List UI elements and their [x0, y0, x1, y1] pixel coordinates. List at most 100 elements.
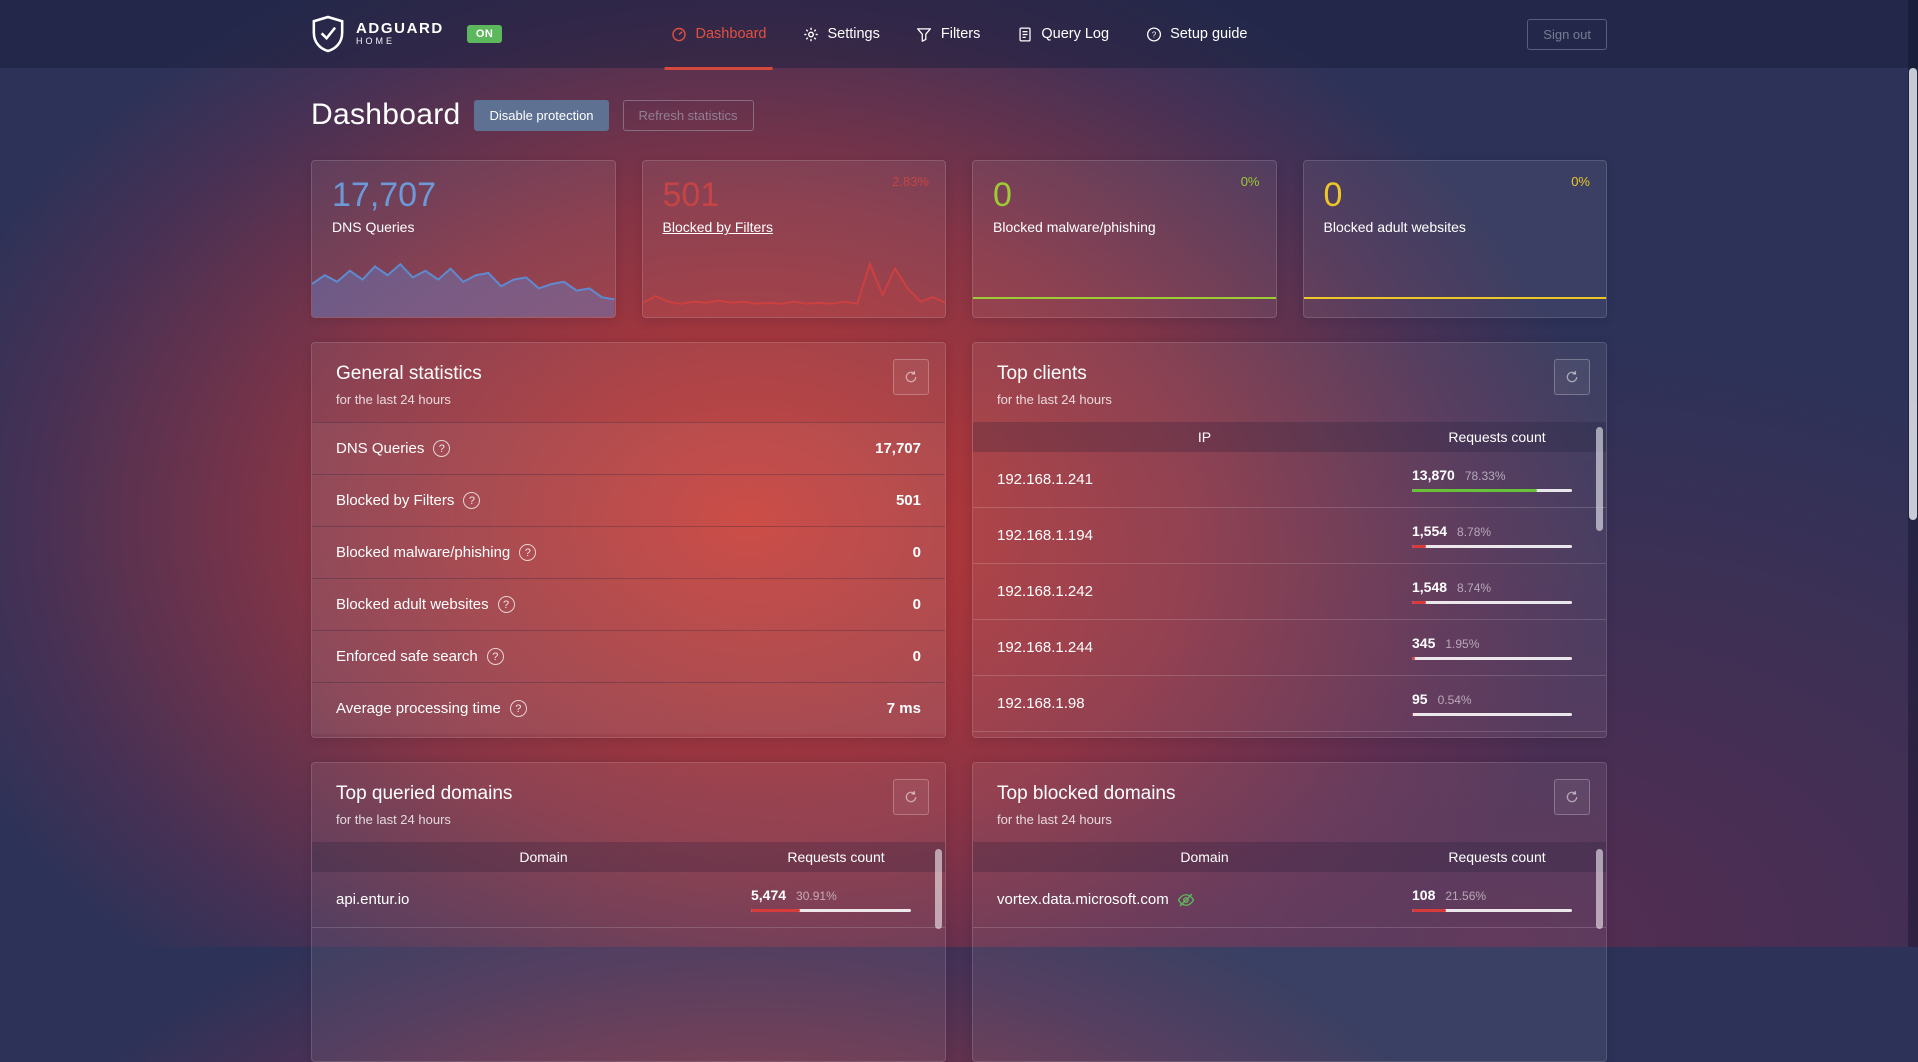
nav-query-log-label: Query Log: [1041, 26, 1110, 42]
domain-count: 5,474: [751, 887, 787, 903]
top-clients-title: Top clients: [997, 363, 1087, 384]
refresh-general-statistics-button[interactable]: [893, 359, 929, 395]
svg-text:?: ?: [1151, 30, 1156, 39]
card-dns-queries: 17,707 DNS Queries: [311, 160, 616, 318]
top-queried-subtitle: for the last 24 hours: [336, 812, 451, 827]
nav-dashboard[interactable]: Dashboard: [664, 0, 773, 70]
client-count: 95: [1412, 691, 1428, 707]
general-statistics-title: General statistics: [336, 363, 482, 384]
col-requests-count[interactable]: Requests count: [1448, 429, 1546, 445]
top-queried-domains-panel: Top queried domains for the last 24 hour…: [311, 762, 946, 1062]
gs-label-text: Blocked malware/phishing: [336, 544, 511, 561]
nav-filters[interactable]: Filters: [916, 0, 980, 68]
top-clients-scrollbar[interactable]: [1596, 427, 1603, 531]
col-domain[interactable]: Domain: [519, 849, 568, 865]
refresh-top-queried-button[interactable]: [893, 779, 929, 815]
help-icon[interactable]: ?: [519, 544, 537, 561]
sign-out-button[interactable]: Sign out: [1527, 18, 1607, 50]
top-blocked-scrollbar[interactable]: [1596, 849, 1603, 929]
gs-value: 0: [912, 596, 921, 613]
blocked-filters-link[interactable]: Blocked by Filters: [662, 219, 773, 236]
col-requests-count[interactable]: Requests count: [1448, 849, 1546, 865]
gs-value: 7 ms: [886, 700, 921, 717]
page-header: Dashboard Disable protection Refresh sta…: [311, 98, 1607, 132]
client-count: 345: [1412, 635, 1436, 651]
refresh-statistics-button[interactable]: Refresh statistics: [622, 99, 754, 131]
top-queried-table-header: Domain Requests count: [312, 842, 945, 872]
document-icon: [1019, 26, 1031, 42]
brand-logo[interactable]: ADGUARD HOME ON: [311, 15, 503, 53]
gs-label-text: Average processing time: [336, 700, 501, 717]
blocked-filters-sparkline: [642, 251, 945, 317]
gauge-icon: [672, 27, 686, 41]
help-icon[interactable]: ?: [486, 648, 504, 665]
top-queried-scrollbar[interactable]: [935, 849, 942, 929]
client-percent: 0.54%: [1437, 693, 1472, 707]
nav-settings[interactable]: Settings: [802, 0, 880, 68]
col-domain[interactable]: Domain: [1180, 849, 1229, 865]
blocked-adult-label: Blocked adult websites: [1323, 219, 1466, 236]
question-circle-icon: ?: [1146, 26, 1161, 42]
nav-setup-guide[interactable]: ? Setup guide: [1145, 0, 1247, 68]
page-scrollbar-thumb[interactable]: [1909, 68, 1917, 520]
client-ip: 192.168.1.194: [997, 527, 1093, 544]
requests-bar: [751, 909, 911, 912]
nav-settings-label: Settings: [827, 26, 880, 42]
blocked-adult-flatline: [1303, 297, 1606, 299]
top-blocked-domains-panel: Top blocked domains for the last 24 hour…: [972, 762, 1607, 1062]
bottom-panels-row: Top queried domains for the last 24 hour…: [311, 762, 1607, 1062]
protection-status-badge: ON: [466, 25, 503, 43]
requests-bar: [1412, 657, 1572, 660]
dashboard-page: Dashboard Disable protection Refresh sta…: [311, 98, 1607, 1062]
gs-label-text: Enforced safe search: [336, 648, 478, 665]
brand-sub: HOME: [356, 36, 395, 47]
client-percent: 8.78%: [1457, 525, 1492, 539]
client-count: 1,548: [1412, 579, 1448, 595]
requests-bar: [1412, 909, 1572, 912]
gs-label-text: Blocked adult websites: [336, 596, 489, 613]
help-icon[interactable]: ?: [509, 700, 527, 717]
disable-protection-button[interactable]: Disable protection: [474, 99, 609, 131]
card-blocked-by-filters: 2.83% 501 Blocked by Filters: [641, 160, 946, 318]
client-percent: 1.95%: [1445, 637, 1480, 651]
refresh-top-clients-button[interactable]: [1554, 359, 1590, 395]
blocked-domain: vortex.data.microsoft.com: [997, 891, 1169, 908]
page-scrollbar[interactable]: [1908, 0, 1918, 947]
top-clients-subtitle: for the last 24 hours: [997, 392, 1112, 407]
client-ip: 192.168.1.241: [997, 471, 1093, 488]
main-menu: Dashboard Settings Filte: [664, 0, 1247, 70]
gs-value: 501: [895, 492, 921, 509]
nav-dashboard-label: Dashboard: [695, 26, 767, 42]
queried-domain: api.entur.io: [336, 891, 410, 908]
card-blocked-malware: 0% 0 Blocked malware/phishing: [972, 160, 1277, 318]
client-ip: 192.168.1.98: [997, 695, 1085, 712]
requests-bar: [1412, 545, 1572, 548]
gs-row-dns-queries: DNS Queries? 17,707: [312, 422, 945, 474]
client-row: 192.168.1.98 95 0.54%: [973, 676, 1606, 732]
page-title: Dashboard: [311, 98, 461, 131]
requests-bar: [1412, 601, 1572, 604]
blocked-malware-percent: 0%: [1240, 174, 1260, 189]
domain-count: 108: [1412, 887, 1436, 903]
card-blocked-adult: 0% 0 Blocked adult websites: [1302, 160, 1607, 318]
nav-query-log[interactable]: Query Log: [1016, 0, 1109, 68]
tracker-blocked-icon[interactable]: [1177, 891, 1195, 909]
blocked-filters-percent: 2.83%: [892, 174, 929, 189]
gs-value: 17,707: [875, 440, 921, 457]
gs-row-processing-time: Average processing time? 7 ms: [312, 682, 945, 734]
col-ip[interactable]: IP: [1197, 429, 1212, 445]
dns-queries-label: DNS Queries: [332, 219, 415, 236]
client-count: 1,554: [1412, 523, 1448, 539]
stat-cards-row: 17,707 DNS Queries 2.83% 501 Blocked by …: [311, 160, 1607, 318]
help-icon[interactable]: ?: [433, 440, 451, 457]
blocked-malware-label: Blocked malware/phishing: [993, 219, 1156, 236]
top-clients-table-header: IP Requests count: [973, 422, 1606, 452]
refresh-top-blocked-button[interactable]: [1554, 779, 1590, 815]
col-requests-count[interactable]: Requests count: [787, 849, 885, 865]
top-navigation: ADGUARD HOME ON Dashboard: [0, 0, 1918, 70]
nav-filters-label: Filters: [940, 26, 981, 42]
top-queried-title: Top queried domains: [336, 783, 513, 804]
help-icon[interactable]: ?: [497, 596, 515, 613]
dns-queries-sparkline: [312, 251, 615, 317]
help-icon[interactable]: ?: [463, 492, 481, 509]
